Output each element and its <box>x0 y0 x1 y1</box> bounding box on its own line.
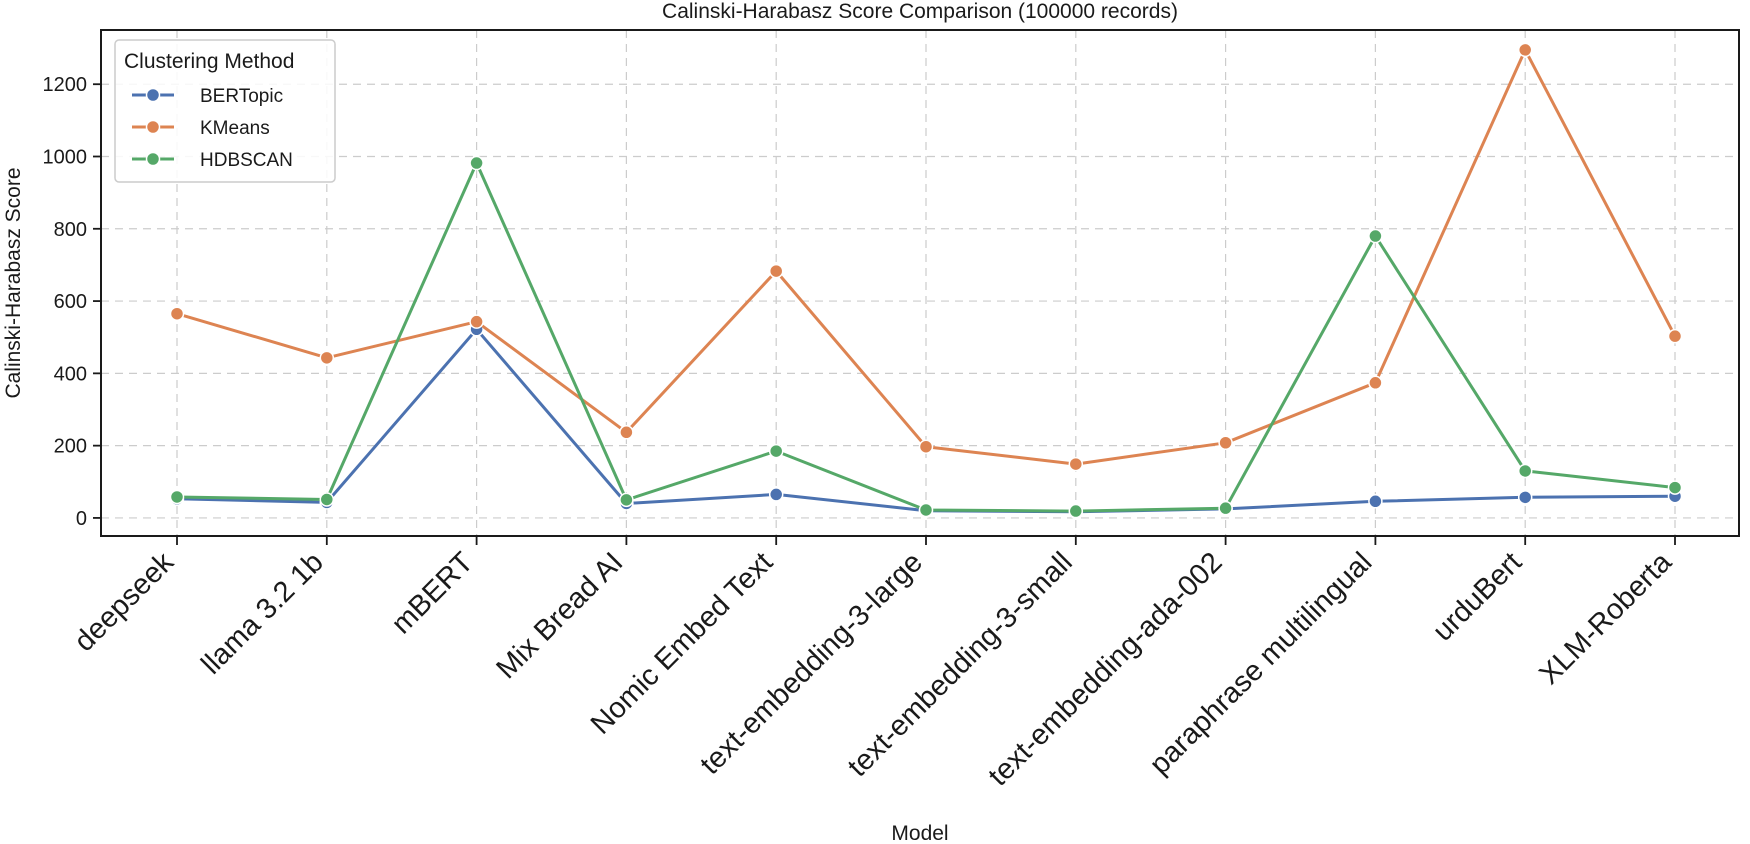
data-point <box>1068 456 1084 472</box>
x-tick-label: mBERT <box>386 546 480 640</box>
y-tick-label: 1000 <box>43 147 88 169</box>
data-point <box>319 492 335 507</box>
data-point <box>1068 503 1084 519</box>
legend-items: BERTopic KMeans HDBSCAN <box>132 86 293 171</box>
legend-label: HDBSCAN <box>200 150 293 171</box>
legend: Clustering Method BERTopic KMeans HDBSCAN <box>114 39 336 183</box>
data-point <box>1368 375 1383 391</box>
x-tick-label: deepseek <box>68 546 180 658</box>
data-point <box>1667 328 1683 344</box>
data-point <box>768 443 784 459</box>
y-tick-label: 1200 <box>43 74 88 96</box>
y-tick-label: 200 <box>54 436 87 458</box>
data-point <box>1517 463 1533 479</box>
legend-box <box>114 39 336 183</box>
series-kmeans <box>169 42 1683 472</box>
legend-swatch-marker <box>145 151 161 167</box>
data-point <box>918 502 934 518</box>
x-tick-label: llama 3.2 1b <box>195 546 329 680</box>
data-point <box>1517 42 1533 58</box>
data-point <box>169 306 185 321</box>
y-tick-label: 0 <box>76 508 87 530</box>
data-point <box>1517 490 1533 505</box>
data-point <box>768 487 784 502</box>
y-axis-label: Calinski-Harabasz Score <box>2 167 25 398</box>
data-point <box>768 263 784 279</box>
data-point <box>469 155 484 171</box>
data-point <box>1218 435 1233 451</box>
legend-title: Clustering Method <box>124 50 294 73</box>
data-point <box>619 492 634 508</box>
legend-swatch-marker <box>145 87 161 103</box>
y-tick-label: 600 <box>54 291 87 313</box>
data-point <box>469 314 484 329</box>
data-point <box>1368 494 1383 509</box>
series-hdbscan <box>169 155 1683 519</box>
x-tick-label: Mix Bread AI <box>490 546 629 685</box>
legend-swatch-marker <box>145 119 161 135</box>
data-point <box>619 425 634 440</box>
data-point <box>169 489 185 505</box>
grid <box>101 30 1739 536</box>
series <box>169 42 1683 520</box>
legend-label: KMeans <box>200 118 270 139</box>
data-point <box>1218 500 1233 516</box>
plot-frame <box>100 29 1740 537</box>
x-tick-label: XLM-Roberta <box>1533 546 1678 691</box>
y-tick-label: 400 <box>54 363 87 385</box>
chart-title: Calinski-Harabasz Score Comparison (1000… <box>662 0 1178 23</box>
y-tick-label: 800 <box>54 219 87 241</box>
x-tick-label: urduBert <box>1427 546 1528 647</box>
legend-label: BERTopic <box>200 86 283 107</box>
x-axis-label: Model <box>891 822 948 844</box>
data-point <box>1667 480 1683 495</box>
data-point <box>319 350 335 366</box>
data-point <box>1368 228 1383 244</box>
data-point <box>918 439 934 454</box>
